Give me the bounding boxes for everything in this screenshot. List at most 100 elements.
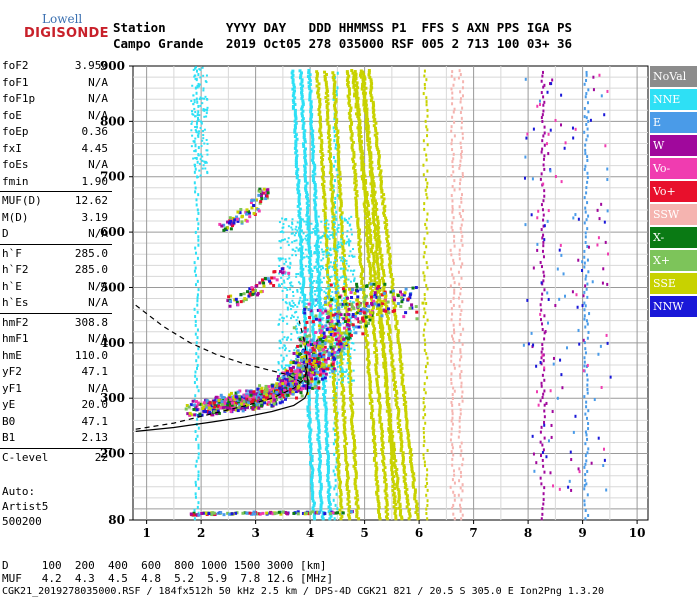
interference-band-dot bbox=[295, 137, 299, 141]
interference-band-dot bbox=[366, 214, 370, 218]
interference-streak bbox=[334, 353, 337, 357]
interference-band-dot bbox=[364, 111, 368, 115]
interference-band-dot bbox=[321, 513, 325, 517]
interference-band-dot bbox=[399, 442, 403, 446]
interference-band-dot bbox=[376, 487, 380, 491]
interference-band-dot bbox=[308, 267, 312, 271]
trace-o-dot bbox=[187, 405, 191, 409]
interference-band-dot bbox=[311, 494, 315, 498]
trace-o-dot bbox=[308, 334, 312, 338]
interference-band-dot bbox=[363, 188, 367, 192]
echo-cloud-dot bbox=[334, 300, 337, 303]
echo-cloud-dot bbox=[299, 287, 302, 290]
echo-cloud-dot bbox=[327, 223, 330, 226]
interference-band-dot bbox=[312, 176, 316, 180]
interference-band-dot bbox=[310, 112, 314, 116]
interference-band-dot bbox=[381, 202, 385, 206]
interference-band-dot bbox=[390, 463, 394, 467]
interference-band-dot bbox=[350, 413, 354, 417]
echo-cloud-dot bbox=[336, 289, 339, 292]
interference-band-dot bbox=[328, 147, 332, 151]
interference-band-dot bbox=[348, 511, 352, 515]
interference-band-dot bbox=[350, 143, 354, 147]
interference-band-dot bbox=[309, 122, 313, 126]
param-value: 110.0 bbox=[74, 348, 108, 362]
echo-cloud-dot bbox=[348, 244, 351, 247]
interference-streak bbox=[452, 152, 455, 156]
interference-streak bbox=[586, 336, 589, 340]
trace-o-dot bbox=[193, 413, 197, 417]
interference-band-dot bbox=[371, 215, 375, 219]
interference-band-dot bbox=[377, 226, 381, 230]
interference-band-dot bbox=[321, 177, 325, 181]
interference-band-dot bbox=[332, 382, 336, 386]
interference-band-dot bbox=[392, 371, 396, 375]
interference-streak bbox=[460, 381, 463, 385]
interference-streak bbox=[586, 171, 589, 175]
interference-streak bbox=[461, 86, 464, 90]
echo-cloud-dot bbox=[325, 292, 328, 295]
param-name: foF1p bbox=[2, 92, 36, 105]
interference-band-dot bbox=[357, 517, 361, 521]
interference-band-dot bbox=[334, 123, 338, 127]
interference-streak bbox=[451, 393, 454, 397]
interference-band-dot bbox=[366, 127, 370, 131]
interference-band-dot bbox=[296, 187, 300, 191]
interference-streak bbox=[542, 199, 545, 203]
interference-streak bbox=[461, 243, 464, 247]
echo-cloud-dot bbox=[291, 221, 294, 224]
echo-cloud-dot bbox=[346, 362, 349, 365]
interference-band-dot bbox=[382, 213, 386, 217]
echo-cloud-dot bbox=[283, 281, 286, 284]
interference-band-dot bbox=[366, 350, 370, 354]
interference-band-dot bbox=[325, 263, 329, 267]
echo-cloud-dot bbox=[194, 129, 197, 132]
interference-band-dot bbox=[403, 391, 407, 395]
interference-band-dot bbox=[330, 174, 334, 178]
interference-band-dot bbox=[398, 504, 402, 508]
interference-band-dot bbox=[318, 459, 322, 463]
interference-band-dot bbox=[375, 252, 379, 256]
echo-cloud-dot bbox=[313, 250, 316, 253]
interference-band-dot bbox=[373, 434, 377, 438]
interference-band-dot bbox=[310, 473, 314, 477]
echo-cloud-dot bbox=[194, 126, 197, 129]
interference-band-dot bbox=[366, 136, 370, 140]
interference-band-dot bbox=[391, 277, 395, 281]
interference-streak bbox=[194, 230, 197, 234]
echo-cloud-dot bbox=[321, 318, 324, 321]
interference-streak bbox=[196, 293, 199, 297]
trace-x-dot bbox=[336, 355, 340, 359]
interference-band-dot bbox=[413, 497, 417, 501]
trace-x-dot bbox=[325, 349, 329, 353]
interference-streak bbox=[583, 265, 586, 269]
interference-streak bbox=[425, 507, 428, 511]
interference-streak bbox=[195, 97, 198, 101]
interference-band-dot bbox=[359, 69, 363, 73]
interference-band-dot bbox=[366, 236, 370, 240]
interference-streak bbox=[335, 386, 338, 390]
interference-band-dot bbox=[335, 282, 339, 286]
echo-cloud-dot bbox=[329, 276, 332, 279]
interference-band-dot bbox=[308, 440, 312, 444]
interference-band-dot bbox=[368, 229, 372, 233]
interference-streak bbox=[336, 507, 339, 511]
interference-band-dot bbox=[385, 494, 389, 498]
interference-streak bbox=[541, 236, 544, 240]
interference-band-dot bbox=[362, 99, 366, 103]
interference-band-dot bbox=[359, 139, 363, 143]
interference-band-dot bbox=[399, 355, 403, 359]
interference-band-dot bbox=[410, 466, 414, 470]
interference-band-dot bbox=[403, 486, 407, 490]
interference-band-dot bbox=[328, 152, 332, 156]
interference-band-dot bbox=[373, 199, 377, 203]
interference-band-dot bbox=[336, 435, 340, 439]
interference-band-dot bbox=[318, 463, 322, 467]
interference-band-dot bbox=[377, 149, 381, 153]
trace-o-dot bbox=[294, 361, 298, 365]
interference-band-dot bbox=[316, 414, 320, 418]
interference-band-dot bbox=[378, 247, 382, 251]
echo-cloud-dot bbox=[300, 249, 303, 252]
interference-band-dot bbox=[338, 194, 342, 198]
interference-band-dot bbox=[307, 222, 311, 226]
